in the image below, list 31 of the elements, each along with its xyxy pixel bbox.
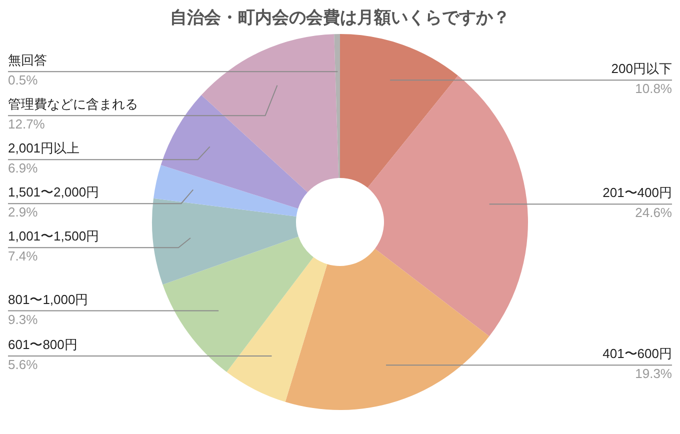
donut-slice bbox=[162, 236, 314, 372]
slice-label: 200円以下 bbox=[611, 61, 672, 76]
data-label: 5.6% bbox=[8, 357, 38, 372]
slice-label: 201〜400円 bbox=[602, 185, 672, 200]
data-label: 2.9% bbox=[8, 204, 38, 220]
slice-label: 管理費などに含まれる bbox=[8, 96, 138, 112]
data-label: 0.5% bbox=[8, 72, 38, 88]
data-label: 12.7% bbox=[8, 116, 46, 132]
data-label: 24.6% bbox=[635, 205, 672, 220]
donut-slice bbox=[340, 34, 458, 188]
donut-slice bbox=[226, 257, 328, 402]
donut-slice bbox=[334, 34, 340, 178]
slice-label: 1,501〜2,000円 bbox=[8, 184, 100, 200]
data-label: 9.3% bbox=[8, 312, 38, 327]
slice-label: 401〜600円 bbox=[602, 346, 672, 362]
donut-slice bbox=[152, 198, 299, 285]
slice-label: 601〜800円 bbox=[8, 337, 78, 352]
donut-slice bbox=[368, 76, 528, 336]
donut-slice bbox=[201, 34, 339, 192]
data-label: 6.9% bbox=[8, 160, 38, 176]
slice-label: 2,001円以上 bbox=[8, 140, 80, 156]
slice-label: 801〜1,000円 bbox=[8, 292, 88, 307]
donut-slice bbox=[153, 165, 298, 216]
data-label: 7.4% bbox=[8, 248, 38, 264]
slice-label: 1,001〜1,500円 bbox=[8, 228, 100, 244]
donut-slice bbox=[160, 95, 308, 209]
data-label: 10.8% bbox=[635, 81, 672, 96]
donut-slice bbox=[285, 248, 490, 410]
chart-title: 自治会・町内会の会費は月額いくらですか？ bbox=[170, 8, 510, 27]
slice-label: 無回答 bbox=[8, 52, 47, 68]
data-label: 19.3% bbox=[635, 366, 672, 382]
